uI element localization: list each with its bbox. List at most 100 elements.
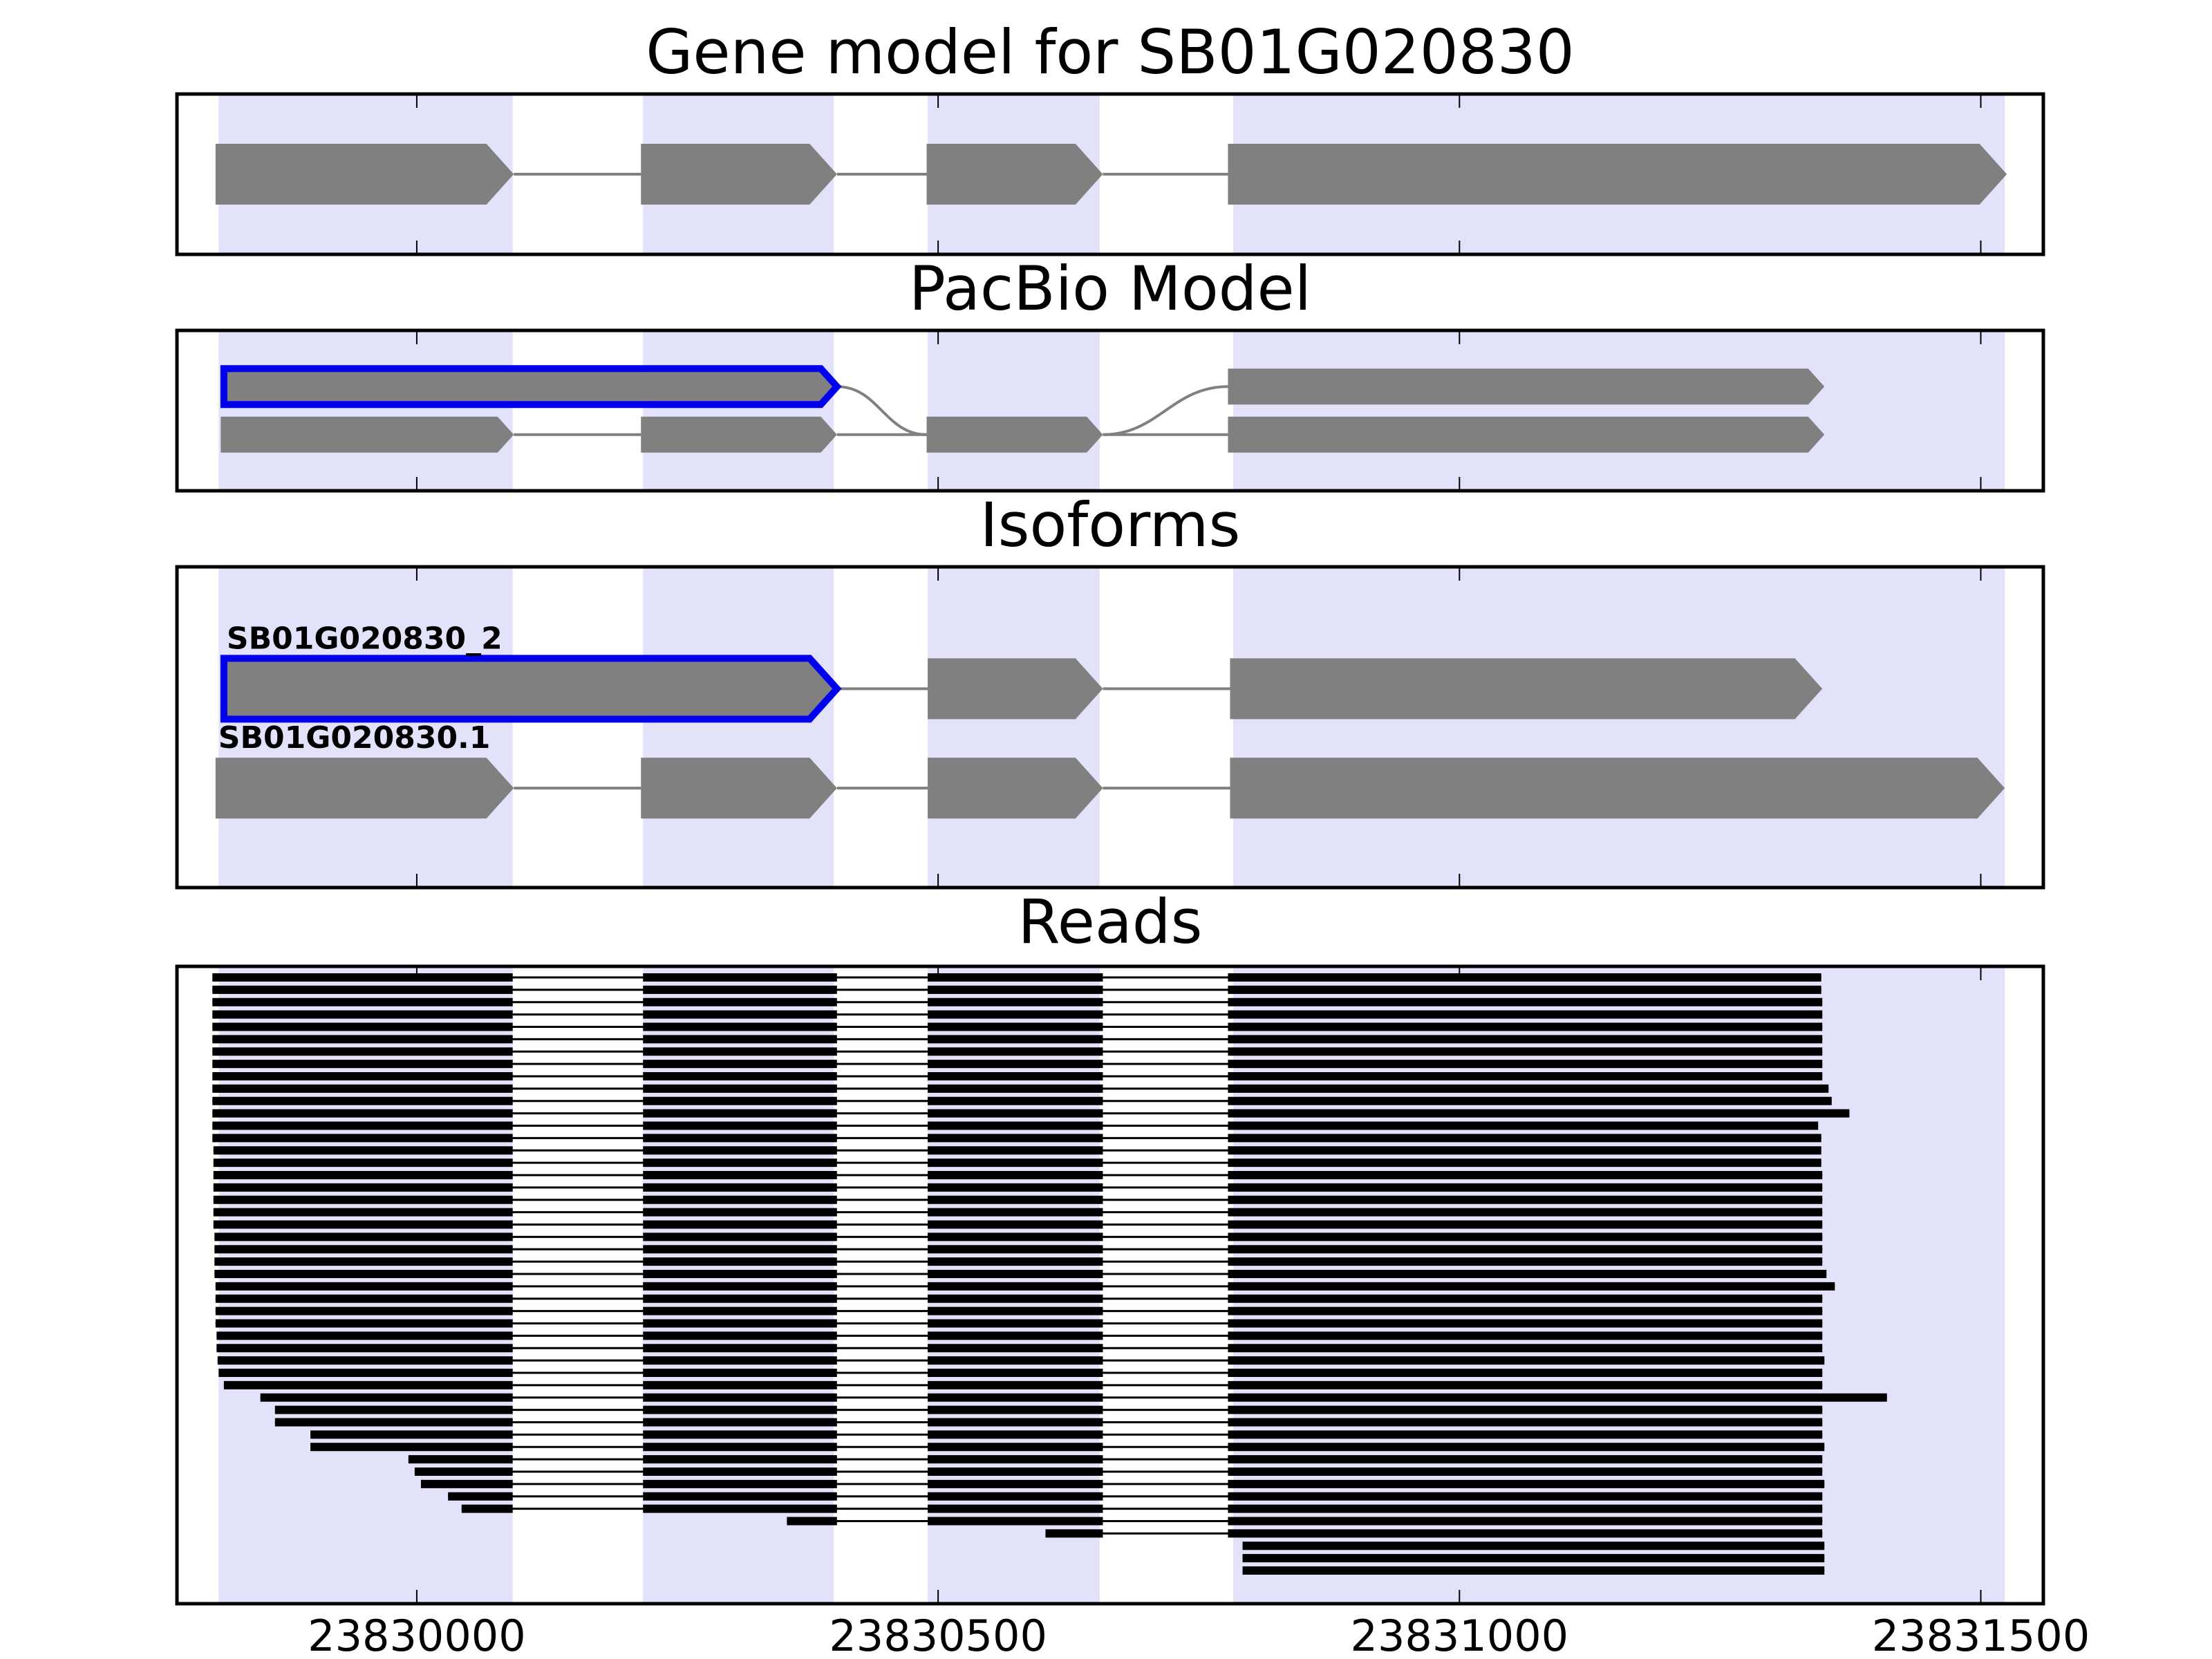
read-block [643, 1331, 837, 1340]
read-block [1228, 1306, 1823, 1315]
read-block [212, 1072, 513, 1080]
exon-feature [1228, 368, 1825, 405]
read-block [928, 1356, 1103, 1365]
read-block [310, 1430, 513, 1439]
read [213, 1183, 1823, 1192]
read-block [214, 1232, 513, 1241]
read-block [643, 1159, 837, 1168]
read-block [1228, 1159, 1821, 1168]
read-block [643, 1146, 837, 1155]
read [1242, 1566, 1825, 1575]
read-block [1228, 1220, 1823, 1229]
read-block [212, 1010, 513, 1019]
read-block [928, 1109, 1103, 1118]
read [213, 1208, 1823, 1217]
read-block [928, 1504, 1103, 1513]
read [461, 1504, 1823, 1513]
read-block [310, 1443, 513, 1452]
axes-frame [175, 964, 2045, 1606]
read-block [643, 1183, 837, 1192]
read-block [1228, 1121, 1819, 1130]
read-block [1228, 1380, 1823, 1389]
read-block [1228, 1405, 1823, 1414]
read-block [928, 1479, 1103, 1488]
exon-band [928, 567, 1100, 888]
read-block [928, 1393, 1103, 1402]
panel-title-gene-model: Gene model for SB01G020830 [646, 17, 1575, 88]
read-block [1228, 1035, 1823, 1044]
read-block [643, 1084, 837, 1093]
exon-feature [926, 416, 1103, 453]
read-block [1228, 997, 1823, 1006]
panel-2: SB01G020830_2 SB01G020830.1 [175, 565, 2045, 890]
read-block [643, 1220, 837, 1229]
read-block [928, 1183, 1103, 1192]
read-block [1228, 1109, 1850, 1118]
read-block [643, 1319, 837, 1328]
read-block [1228, 1356, 1825, 1365]
read-block [1228, 1270, 1827, 1278]
read [214, 1245, 1823, 1254]
read-block [214, 1257, 513, 1266]
read-block [212, 1022, 513, 1031]
read-block [928, 1468, 1103, 1476]
read [212, 1035, 1823, 1044]
read-block [216, 1344, 513, 1353]
read-block [215, 1319, 513, 1328]
junction-curve [836, 385, 927, 436]
exon-band [218, 330, 513, 491]
read-block [643, 1418, 837, 1427]
read-block [213, 1159, 513, 1168]
read-block [1242, 1541, 1825, 1550]
read [213, 1146, 1821, 1155]
read [214, 1270, 1827, 1278]
panel-3 [175, 964, 2045, 1606]
read-block [217, 1356, 513, 1365]
read-block [643, 1430, 837, 1439]
read-block [1228, 1492, 1823, 1501]
read-block [213, 1208, 513, 1217]
read-block [928, 1270, 1103, 1278]
exon-feature [1228, 416, 1825, 453]
read-block [928, 1319, 1103, 1328]
read-block [928, 1084, 1103, 1093]
read-block [928, 985, 1103, 994]
read [212, 1109, 1850, 1118]
axes-frame [175, 565, 2045, 890]
read [218, 1369, 1823, 1377]
read-block [928, 1121, 1103, 1130]
read [217, 1356, 1825, 1365]
read [215, 1294, 1823, 1303]
read-block [643, 1369, 837, 1377]
read [213, 1220, 1823, 1229]
read-block [643, 985, 837, 994]
highlighted-exon-feature [220, 365, 842, 409]
read-block [928, 1022, 1103, 1031]
read-block [643, 1232, 837, 1241]
read-block [1228, 1257, 1823, 1266]
read-block [643, 1195, 837, 1204]
read-block [643, 1060, 837, 1069]
read-block [1228, 1504, 1823, 1513]
read-block [643, 1344, 837, 1353]
read-block [643, 1171, 837, 1179]
read [215, 1319, 1823, 1328]
read-block [215, 1294, 513, 1303]
read-block [928, 1047, 1103, 1056]
read-block [448, 1492, 513, 1501]
read-block [223, 1380, 513, 1389]
read-block [212, 1134, 513, 1143]
read-block [928, 1232, 1103, 1241]
read-block [215, 1282, 513, 1291]
read-block [1228, 1060, 1823, 1069]
x-tick-label: 23830500 [829, 1611, 1047, 1659]
junction-curve [1103, 385, 1228, 436]
read-block [928, 1418, 1103, 1427]
read-block [643, 1504, 837, 1513]
read-block [1228, 1344, 1823, 1353]
read-block [643, 1479, 837, 1488]
read-block [928, 1369, 1103, 1377]
read-block [643, 1282, 837, 1291]
read-block [1228, 1010, 1823, 1019]
exon-feature [926, 144, 1103, 205]
